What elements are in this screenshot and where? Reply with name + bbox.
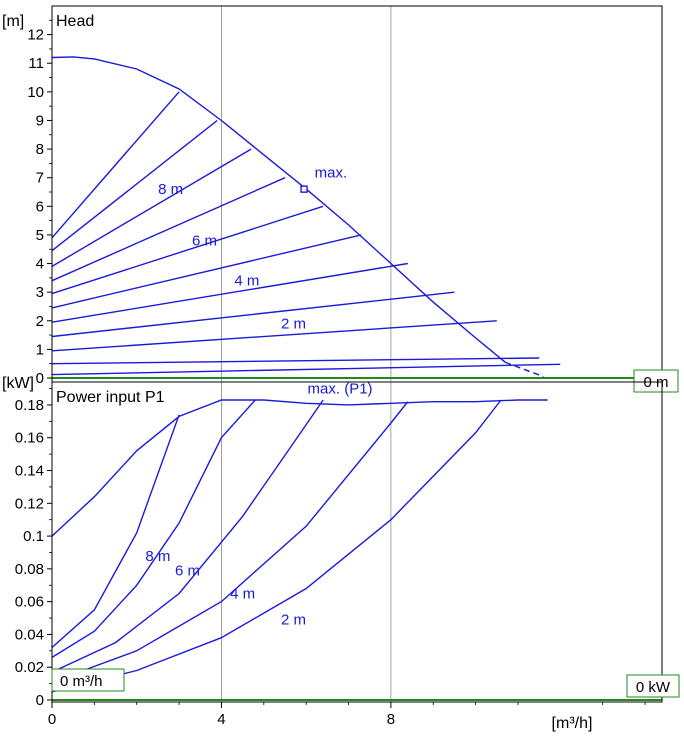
svg-text:0 m³/h: 0 m³/h xyxy=(60,673,103,690)
power-max-curve xyxy=(51,399,548,537)
x-tick-label: 0 xyxy=(48,711,56,728)
head-plot-frame xyxy=(51,5,663,383)
head-y-tick-label: 10 xyxy=(27,84,44,101)
svg-text:0 kW: 0 kW xyxy=(636,679,671,696)
power-y-tick-label: 0.14 xyxy=(15,463,44,480)
head-constant-curve xyxy=(51,177,286,282)
power-curve-label: 4 m xyxy=(230,585,255,602)
power-y-tick-label: 0.02 xyxy=(15,659,44,676)
power-y-tick-label: 0.04 xyxy=(15,626,44,643)
head-y-axis-label: [m] xyxy=(2,13,24,30)
head-constant-curve xyxy=(51,363,561,376)
head-constant-curve xyxy=(51,148,252,268)
power-y-tick-label: 0.16 xyxy=(15,430,44,447)
head-curve-label: 4 m xyxy=(234,273,259,290)
power-y-axis-label: [kW] xyxy=(2,375,34,392)
head-constant-curve xyxy=(51,91,180,239)
head-constant-curve xyxy=(51,357,540,365)
head-y-tick-label: 12 xyxy=(27,27,44,44)
head-constant-curve xyxy=(51,320,497,352)
head-curves: max. 8 m 6 m 4 m 2 m xyxy=(51,56,561,378)
power-constant-curve xyxy=(51,399,502,693)
head-y-tick-label: 8 xyxy=(36,141,44,158)
power-y-tick-label: 0.08 xyxy=(15,561,44,578)
power-constant-curve xyxy=(51,401,409,683)
power-curves: max. (P1) 8 m 6 m 4 m 2 m xyxy=(51,380,548,693)
power-y-tick-label: 0.18 xyxy=(15,397,44,414)
head-y-tick-label: 2 xyxy=(36,313,44,330)
head-constant-curve xyxy=(51,291,455,338)
power-curve-label: 6 m xyxy=(175,563,200,580)
x-axis-label: [m³/h] xyxy=(552,715,593,732)
power-constant-curve xyxy=(51,399,324,673)
head-curve-label: 8 m xyxy=(158,181,183,198)
head-y-tick-label: 6 xyxy=(36,198,44,215)
head-y-tick-label: 3 xyxy=(36,284,44,301)
power-constant-curve xyxy=(51,414,180,649)
head-constant-curve xyxy=(51,234,362,309)
flow-zero-label: 0 m³/h xyxy=(51,668,125,692)
power-title: Power input P1 xyxy=(56,389,165,406)
head-constant-curve xyxy=(51,205,324,295)
power-curve-label: 2 m xyxy=(281,612,306,629)
head-max-curve-dashed xyxy=(505,361,544,378)
head-constant-curve xyxy=(51,119,218,252)
head-y-tick-label: 7 xyxy=(36,170,44,187)
head-curve-label: 6 m xyxy=(192,233,217,250)
head-max-curve xyxy=(51,56,506,363)
head-y-tick-label: 4 xyxy=(36,256,44,273)
head-gridlines xyxy=(52,6,662,382)
power-curve-label: 8 m xyxy=(145,548,170,565)
power-y-tick-label: 0 xyxy=(36,692,44,709)
x-tick-label: 4 xyxy=(217,711,225,728)
power-panel: max. (P1)8 m6 m4 m2 m 00.020.040.060.080… xyxy=(2,375,680,732)
head-zero-label: 0 m xyxy=(633,369,679,393)
power-gridlines xyxy=(52,382,662,702)
head-y-tick-label: 0 xyxy=(36,370,44,387)
power-zero-label: 0 kW xyxy=(626,674,680,698)
head-title: Head xyxy=(56,13,94,30)
head-max-marker xyxy=(300,185,308,193)
head-constant-curve xyxy=(51,262,408,323)
x-tick-label: 8 xyxy=(387,711,395,728)
head-y-tick-label: 1 xyxy=(36,341,44,358)
power-y-tick-label: 0.06 xyxy=(15,594,44,611)
power-y-tick-label: 0.1 xyxy=(23,528,44,545)
power-y-ticks: 0 0.02 0.04 0.06 0.08 0.1 0.12 0.14 0.16 0.18 xyxy=(15,388,52,709)
head-y-tick-label: 9 xyxy=(36,112,44,129)
power-y-tick-label: 0.12 xyxy=(15,495,44,512)
head-curve-label: 2 m xyxy=(281,316,306,333)
head-y-tick-label: 11 xyxy=(28,55,44,72)
power-plot-frame xyxy=(51,381,663,703)
head-max-label: max. xyxy=(315,165,348,182)
head-y-tick-label: 5 xyxy=(36,227,44,244)
power-constant-curve xyxy=(51,399,256,658)
power-max-label: max. (P1) xyxy=(308,380,373,397)
